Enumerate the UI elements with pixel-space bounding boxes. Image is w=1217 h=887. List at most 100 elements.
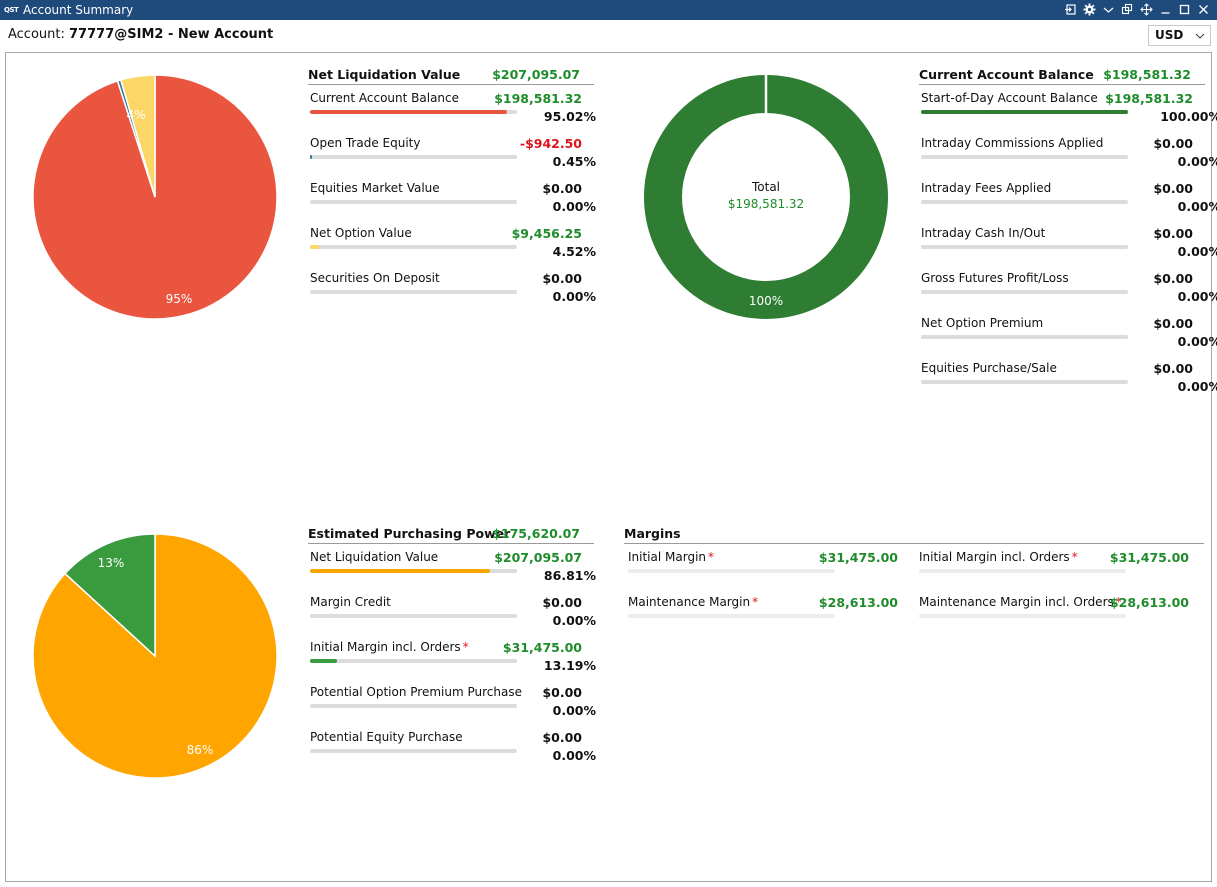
cab-row-progress-bar [921,110,1128,114]
chevron-down-icon [1195,33,1205,39]
nlv-row-percent: 95.02% [543,109,596,124]
cab-row-value: $0.00 [1153,271,1193,286]
cab-row-label: Net Option Premium [921,316,1044,330]
nlv-row-percent: 0.00% [552,199,596,214]
epp-row-value: $0.00 [542,730,582,745]
epp-row-value: $0.00 [542,685,582,700]
nlv-value: $207,095.07 [492,67,580,82]
window-controls [1063,2,1211,17]
cab-donut-chart: Total $198,581.32 100% [644,75,888,319]
maximize-icon[interactable] [1177,2,1192,17]
nlv-row-percent: 0.00% [552,289,596,304]
nlv-row-progress-bar [310,245,517,249]
epp-row-label: Potential Option Premium Purchase [310,685,522,699]
margins-left-row-value: $28,613.00 [818,595,898,610]
app-logo: QST [4,6,19,14]
cab-row: Intraday Commissions Applied $0.00 0.00% [919,136,1217,181]
epp-row-label: Potential Equity Purchase [310,730,463,744]
margins-header: Margins [624,526,1204,544]
epp-row-progress-bar [310,659,517,663]
cab-title: Current Account Balance [919,67,1094,82]
nlv-row-progress-bar [310,290,517,294]
epp-pie-label-big: 86% [187,743,214,757]
window-titlebar: QST Account Summary [0,0,1217,20]
cab-row-value: $0.00 [1153,226,1193,241]
required-asterisk: * [1115,595,1122,609]
cab-row-percent: 0.00% [1177,289,1217,304]
required-asterisk: * [462,640,469,654]
epp-pie-slice-2 [64,533,156,658]
nlv-row-progress-bar [310,110,517,114]
nlv-pie-label-small: 4% [126,108,145,122]
nlv-row-label: Open Trade Equity [310,136,421,150]
epp-row-value: $0.00 [542,595,582,610]
cab-row-progress-bar [921,200,1128,204]
cab-row-value: $0.00 [1153,136,1193,151]
epp-row: Margin Credit $0.00 0.00% [308,595,598,640]
cab-row-progress-bar [921,380,1128,384]
margins-left-row-value: $31,475.00 [818,550,898,565]
link-window-icon[interactable] [1063,2,1078,17]
summary-panel: 95% 4% Net Liquidation Value $207,095.07… [5,52,1217,882]
chevron-down-icon[interactable] [1101,2,1116,17]
epp-value: $175,620.07 [492,526,580,541]
cab-row-percent: 0.00% [1177,199,1217,214]
nlv-row-label: Equities Market Value [310,181,440,195]
nlv-row-value: $0.00 [542,181,582,196]
epp-row-percent: 0.00% [552,703,596,718]
gear-icon[interactable] [1082,2,1097,17]
cab-header: Current Account Balance $198,581.32 [919,67,1205,85]
cab-row: Intraday Fees Applied $0.00 0.00% [919,181,1217,226]
nlv-row: Securities On Deposit $0.00 0.00% [308,271,598,316]
epp-row-progress-bar [310,749,517,753]
epp-row-percent: 13.19% [543,658,596,673]
cab-row: Start-of-Day Account Balance $198,581.32 1… [919,91,1217,136]
cab-donut-label: 100% [749,294,783,308]
nlv-row: Net Option Value $9,456.25 4.52% [308,226,598,271]
nlv-row-value: $9,456.25 [511,226,582,241]
margins-right-row: Initial Margin incl. Orders * $31,475.00 [917,550,1189,595]
margins-left-row: Initial Margin * $31,475.00 [626,550,898,595]
nlv-row-label: Securities On Deposit [310,271,440,285]
epp-row-percent: 0.00% [552,748,596,763]
minimize-icon[interactable] [1158,2,1173,17]
epp-row-progress-fill [310,569,490,573]
margins-right-row-label: Maintenance Margin incl. Orders * [919,595,1122,609]
margins-left-row: Maintenance Margin * $28,613.00 [626,595,898,640]
cab-row: Intraday Cash In/Out $0.00 0.00% [919,226,1217,271]
cab-row-value: $0.00 [1153,181,1193,196]
nlv-row-value: -$942.50 [519,136,582,151]
account-name: 77777@SIM2 - New Account [69,27,274,42]
epp-row-progress-bar [310,614,517,618]
margins-right-row-value: $31,475.00 [1109,550,1189,565]
nlv-row-progress-fill [310,245,320,249]
required-asterisk: * [708,550,715,564]
cab-row-value: $0.00 [1153,361,1193,376]
close-icon[interactable] [1196,2,1211,17]
cab-row-percent: 0.00% [1177,379,1217,394]
epp-row: Potential Equity Purchase $0.00 0.00% [308,730,598,775]
cab-row-label: Start-of-Day Account Balance [921,91,1098,105]
margins-right-row: Maintenance Margin incl. Orders * $28,613.… [917,595,1189,640]
nlv-row: Equities Market Value $0.00 0.00% [308,181,598,226]
nlv-pie-chart: 95% 4% [32,74,278,320]
epp-pie-label-small: 13% [98,556,125,570]
cab-row-percent: 0.00% [1177,244,1217,259]
cab-row-percent: 100.00% [1160,109,1217,124]
epp-row-label: Margin Credit [310,595,391,609]
cab-row-label: Intraday Cash In/Out [921,226,1046,240]
nlv-row-progress-bar [310,155,517,159]
nlv-row: Open Trade Equity -$942.50 0.45% [308,136,598,181]
cab-row-progress-bar [921,335,1128,339]
cab-row-progress-fill [921,110,1128,114]
cascade-windows-icon[interactable] [1120,2,1135,17]
epp-header: Estimated Purchasing Power $175,620.07 [308,526,594,544]
move-icon[interactable] [1139,2,1154,17]
margins-left-row-label: Maintenance Margin * [628,595,759,609]
epp-row-label: Net Liquidation Value [310,550,439,564]
cab-row-label: Equities Purchase/Sale [921,361,1057,375]
nlv-header: Net Liquidation Value $207,095.07 [308,67,594,85]
epp-row: Potential Option Premium Purchase $0.00 0.… [308,685,598,730]
account-bar: Account: 77777@SIM2 - New Account [0,20,1217,50]
currency-select[interactable]: USD [1148,25,1211,46]
